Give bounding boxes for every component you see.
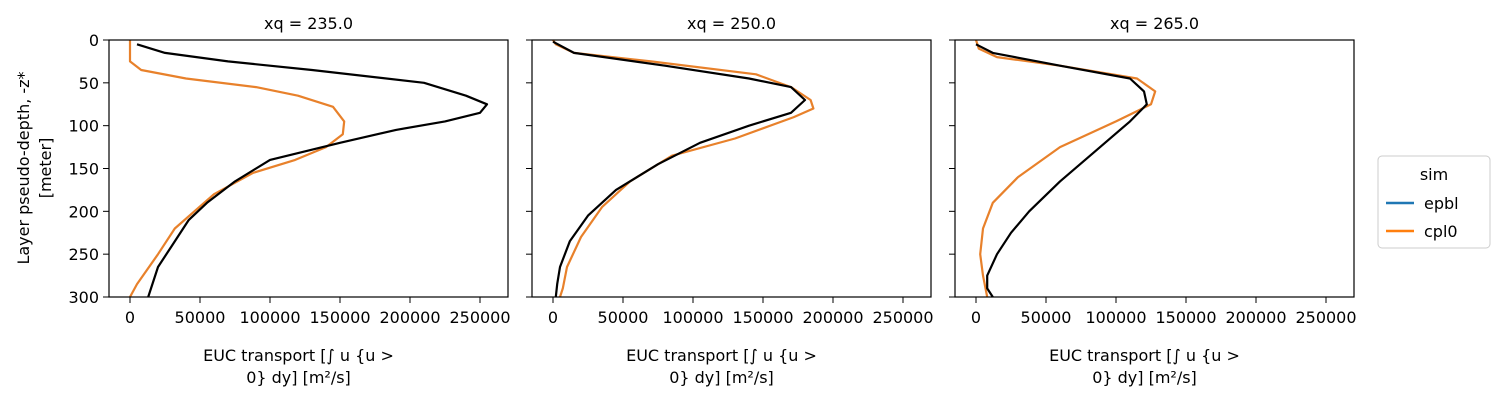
x-axis-label-line-2: 0} dy] [m²/s] xyxy=(1092,368,1197,387)
y-tick-label: 300 xyxy=(68,288,99,307)
plot-frame xyxy=(531,39,932,298)
x-tick-label: 0 xyxy=(971,308,981,327)
x-tick-label: 200000 xyxy=(379,308,440,327)
panel-title: xq = 250.0 xyxy=(687,14,776,33)
legend-title: sim xyxy=(1420,165,1448,184)
x-tick-label: 0 xyxy=(125,308,135,327)
x-tick-label: 200000 xyxy=(1225,308,1286,327)
x-tick-label: 100000 xyxy=(239,308,300,327)
series-line-epbl xyxy=(975,43,1148,298)
x-tick-label: 250000 xyxy=(872,308,933,327)
y-tick-label: 100 xyxy=(68,117,99,136)
plot-frame xyxy=(954,39,1355,298)
x-axis-label-line-2: 0} dy] [m²/s] xyxy=(669,368,774,387)
y-tick-label: 50 xyxy=(79,74,99,93)
x-tick-label: 150000 xyxy=(732,308,793,327)
series-line-cpl0 xyxy=(552,39,815,298)
x-tick-label: 250000 xyxy=(1295,308,1356,327)
x-tick-label: 150000 xyxy=(309,308,370,327)
x-tick-label: 0 xyxy=(548,308,558,327)
x-axis-label-line-1: EUC transport [∫ u {u > xyxy=(626,346,817,365)
x-tick-label: 150000 xyxy=(1155,308,1216,327)
legend-label-epbl: epbl xyxy=(1424,194,1459,213)
legend-frame xyxy=(1377,155,1491,249)
series-line-epbl xyxy=(136,43,489,298)
y-axis-label-line-1: Layer pseudo-depth, -z* xyxy=(14,71,33,264)
panels: xq = 235.00 50000 100000 150000 200000 250000… xyxy=(68,14,1356,387)
x-tick-label: 100000 xyxy=(1085,308,1146,327)
x-axis-label-line-1: EUC transport [∫ u {u > xyxy=(203,346,394,365)
panel-2: xq = 250.0 0 50000 100000 150000 200000 250000… xyxy=(526,14,934,387)
panel-title: xq = 265.0 xyxy=(1110,14,1199,33)
y-tick-label: 0 xyxy=(89,31,99,50)
x-tick-label: 200000 xyxy=(802,308,863,327)
y-tick-label: 150 xyxy=(68,160,99,179)
x-tick-label: 50000 xyxy=(1021,308,1072,327)
y-axis-label-line-2: [meter] xyxy=(36,138,55,199)
y-axis-label: Layer pseudo-depth, -z* [meter] xyxy=(14,71,55,264)
plot-frame xyxy=(108,39,509,298)
legend: sim epbl cpl0 xyxy=(1377,155,1491,249)
panel-1: xq = 235.0 0 50000 100000 150000 200000 250000… xyxy=(68,14,510,387)
x-tick-label: 50000 xyxy=(175,308,226,327)
x-axis-label-line-1: EUC transport [∫ u {u > xyxy=(1049,346,1240,365)
legend-label-cpl0: cpl0 xyxy=(1424,222,1458,241)
panel-title: xq = 235.0 xyxy=(264,14,353,33)
panel-3: xq = 265.0 0 50000 100000 150000 200000 250000… xyxy=(949,14,1357,387)
y-tick-label: 200 xyxy=(68,202,99,221)
x-tick-label: 50000 xyxy=(598,308,649,327)
y-tick-label: 250 xyxy=(68,245,99,264)
series-line-epbl xyxy=(552,40,807,298)
x-axis-label-line-2: 0} dy] [m²/s] xyxy=(246,368,351,387)
x-tick-label: 250000 xyxy=(449,308,510,327)
x-tick-label: 100000 xyxy=(662,308,723,327)
series-line-cpl0 xyxy=(974,39,1157,298)
series-line-cpl0 xyxy=(128,40,346,298)
